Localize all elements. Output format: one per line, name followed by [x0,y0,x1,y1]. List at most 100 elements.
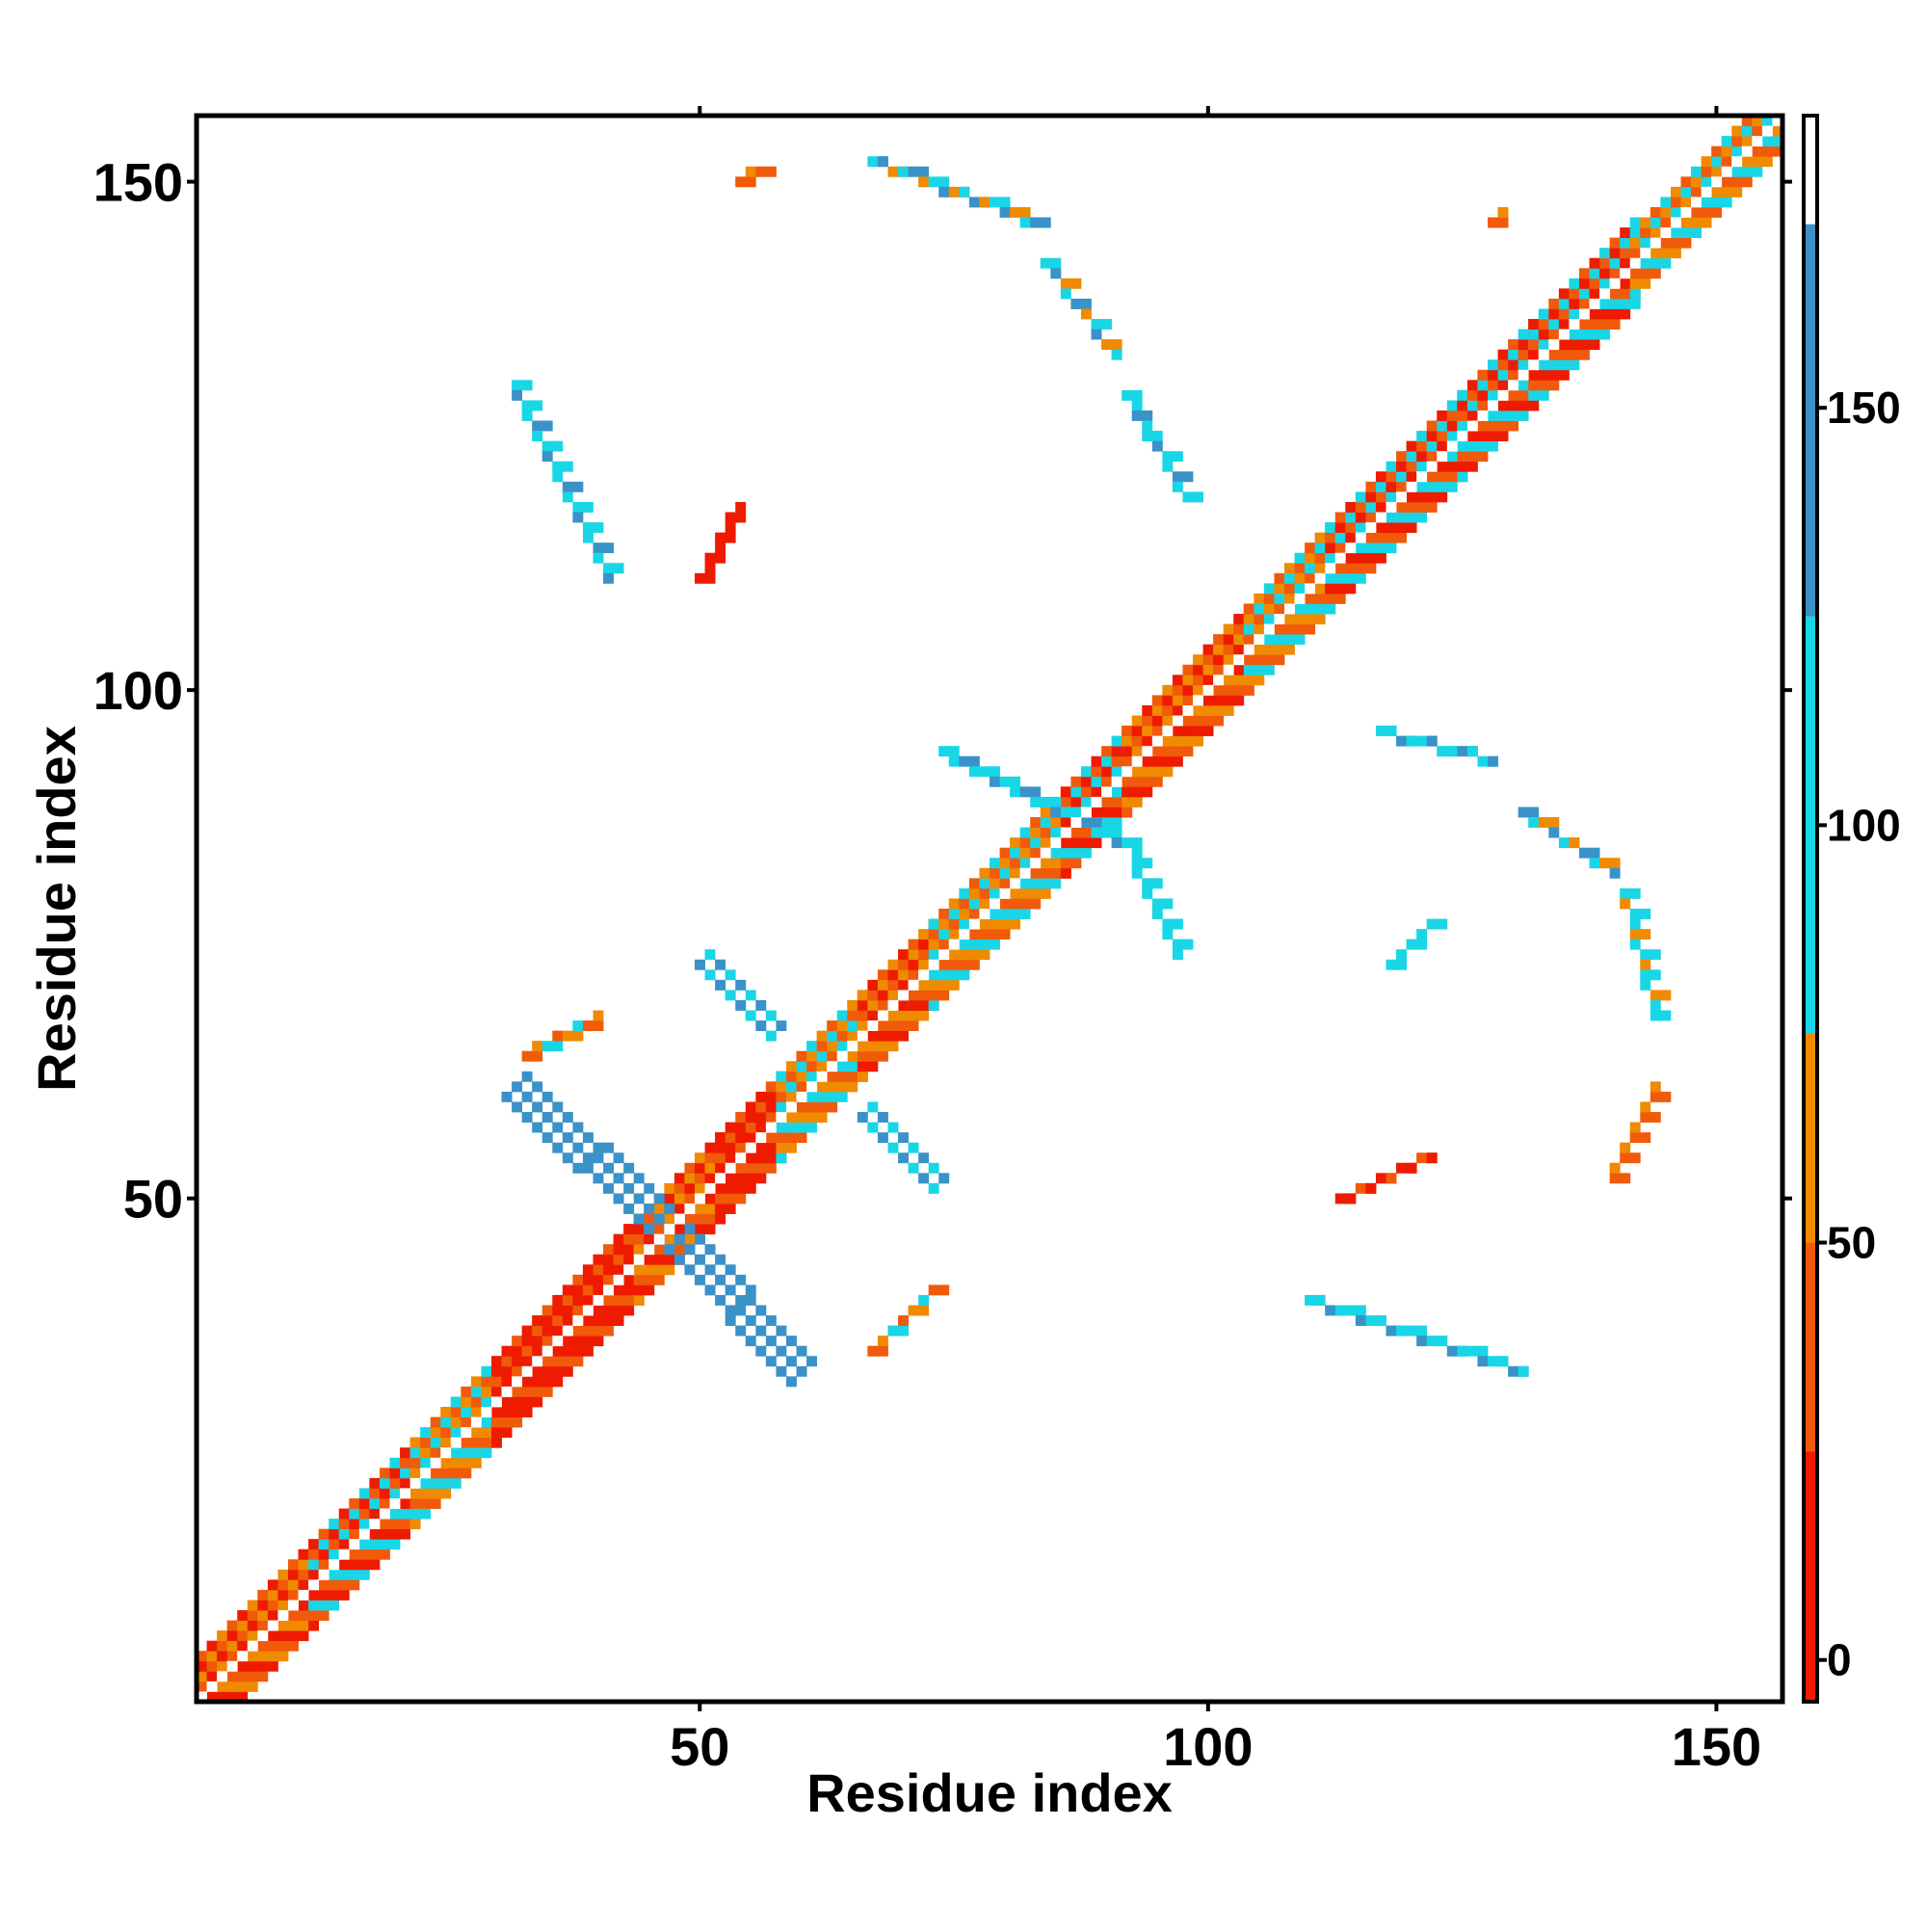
heatmap-cell [695,1233,705,1245]
heatmap-cell [847,1071,858,1082]
heatmap-cell [990,887,1000,899]
heatmap-cell [1254,664,1265,675]
heatmap-cell [684,1162,696,1174]
heatmap-cell [1213,684,1225,696]
heatmap-cell [1050,837,1062,849]
heatmap-cell [948,969,960,981]
heatmap-cell [1294,614,1306,624]
heatmap-cell [562,481,573,492]
heatmap-cell [572,1294,584,1306]
heatmap-cell [226,1691,238,1703]
heatmap-cell [1202,664,1214,675]
heatmap-cell [593,552,604,564]
heatmap-cell [379,1528,390,1540]
heatmap-cell [1640,237,1651,249]
heatmap-cell [1446,461,1458,472]
heatmap-cell [562,1336,573,1347]
heatmap-cell [1599,298,1611,309]
heatmap-cell [745,1010,756,1021]
heatmap-cell [582,1274,594,1285]
heatmap-cell [1345,512,1357,523]
heatmap-cell [1518,369,1529,381]
heatmap-cell [1122,796,1133,807]
heatmap-cell [959,186,970,198]
heatmap-cell [1294,583,1306,595]
heatmap-cell [308,1589,320,1601]
heatmap-cell [653,1224,665,1235]
heatmap-cell [1010,206,1021,218]
heatmap-cell [308,1539,320,1550]
heatmap-cell [1162,726,1174,737]
heatmap-cell [481,1407,492,1417]
heatmap-cell [765,1010,777,1021]
heatmap-cell [1233,614,1245,624]
heatmap-cell [715,1152,726,1164]
heatmap-cell [420,1477,432,1489]
heatmap-cell [247,1610,258,1621]
heatmap-cell [1406,939,1417,950]
heatmap-cell [704,969,716,981]
heatmap-cell [1640,1132,1651,1144]
heatmap-cell [572,1284,584,1296]
heatmap-cell [725,1315,736,1326]
heatmap-cell [1365,512,1377,523]
heatmap-cell [1629,268,1641,279]
heatmap-cell [776,1365,787,1377]
heatmap-cell [267,1651,278,1662]
heatmap-cell [1640,278,1651,289]
heatmap-cell [959,898,970,910]
heatmap-cell [990,776,1000,787]
heatmap-cell [1334,1305,1346,1316]
heatmap-cell [267,1630,278,1642]
heatmap-cell [1599,329,1611,340]
heatmap-cell [1589,339,1600,351]
heatmap-cell [552,1336,564,1347]
heatmap-cell [400,1477,410,1489]
heatmap-cell [1283,623,1295,635]
heatmap-cell [1182,684,1194,696]
heatmap-cell [1406,512,1417,523]
heatmap-cell [968,939,980,950]
heatmap-cell [521,380,533,391]
heatmap-cell [999,867,1011,879]
heatmap-cell [603,543,614,554]
heatmap-cell [572,1325,584,1337]
heatmap-cell [806,1041,818,1052]
heatmap-cell [552,1041,564,1052]
heatmap-cell [562,1284,573,1296]
heatmap-cell [1386,959,1397,970]
heatmap-cell [521,1365,533,1377]
heatmap-cell [725,990,736,1001]
heatmap-cell [1670,217,1681,228]
heatmap-cell [1609,298,1621,309]
colorbar-tick-label: 0 [1827,1635,1852,1685]
heatmap-cell [358,1488,370,1499]
heatmap-cell [1426,451,1438,463]
heatmap-cell [541,1315,553,1326]
heatmap-cell [552,1305,564,1316]
heatmap-cell [1741,116,1753,126]
heatmap-cell [776,1142,787,1153]
heatmap-cell [1131,796,1143,807]
heatmap-cell [613,1294,624,1306]
heatmap-cell [593,522,604,533]
heatmap-cell [755,1132,767,1144]
heatmap-cell [1488,420,1498,432]
heatmap-cell [1233,654,1245,666]
heatmap-cell [867,1050,879,1062]
heatmap-cell [582,1162,594,1174]
heatmap-cell [1528,807,1540,818]
heatmap-cell [785,1356,797,1367]
heatmap-cell [1386,543,1397,554]
heatmap-cell [836,1010,848,1021]
heatmap-cell [948,755,960,767]
heatmap-cell [1030,867,1042,879]
heatmap-cell [735,1152,747,1164]
heatmap-cell [785,1061,797,1072]
heatmap-cell [1721,156,1732,168]
heatmap-cell [1162,704,1174,716]
heatmap-cell [512,1356,523,1367]
heatmap-cell [1101,339,1113,351]
heatmap-cell [1741,125,1753,137]
heatmap-cell [1660,257,1672,269]
